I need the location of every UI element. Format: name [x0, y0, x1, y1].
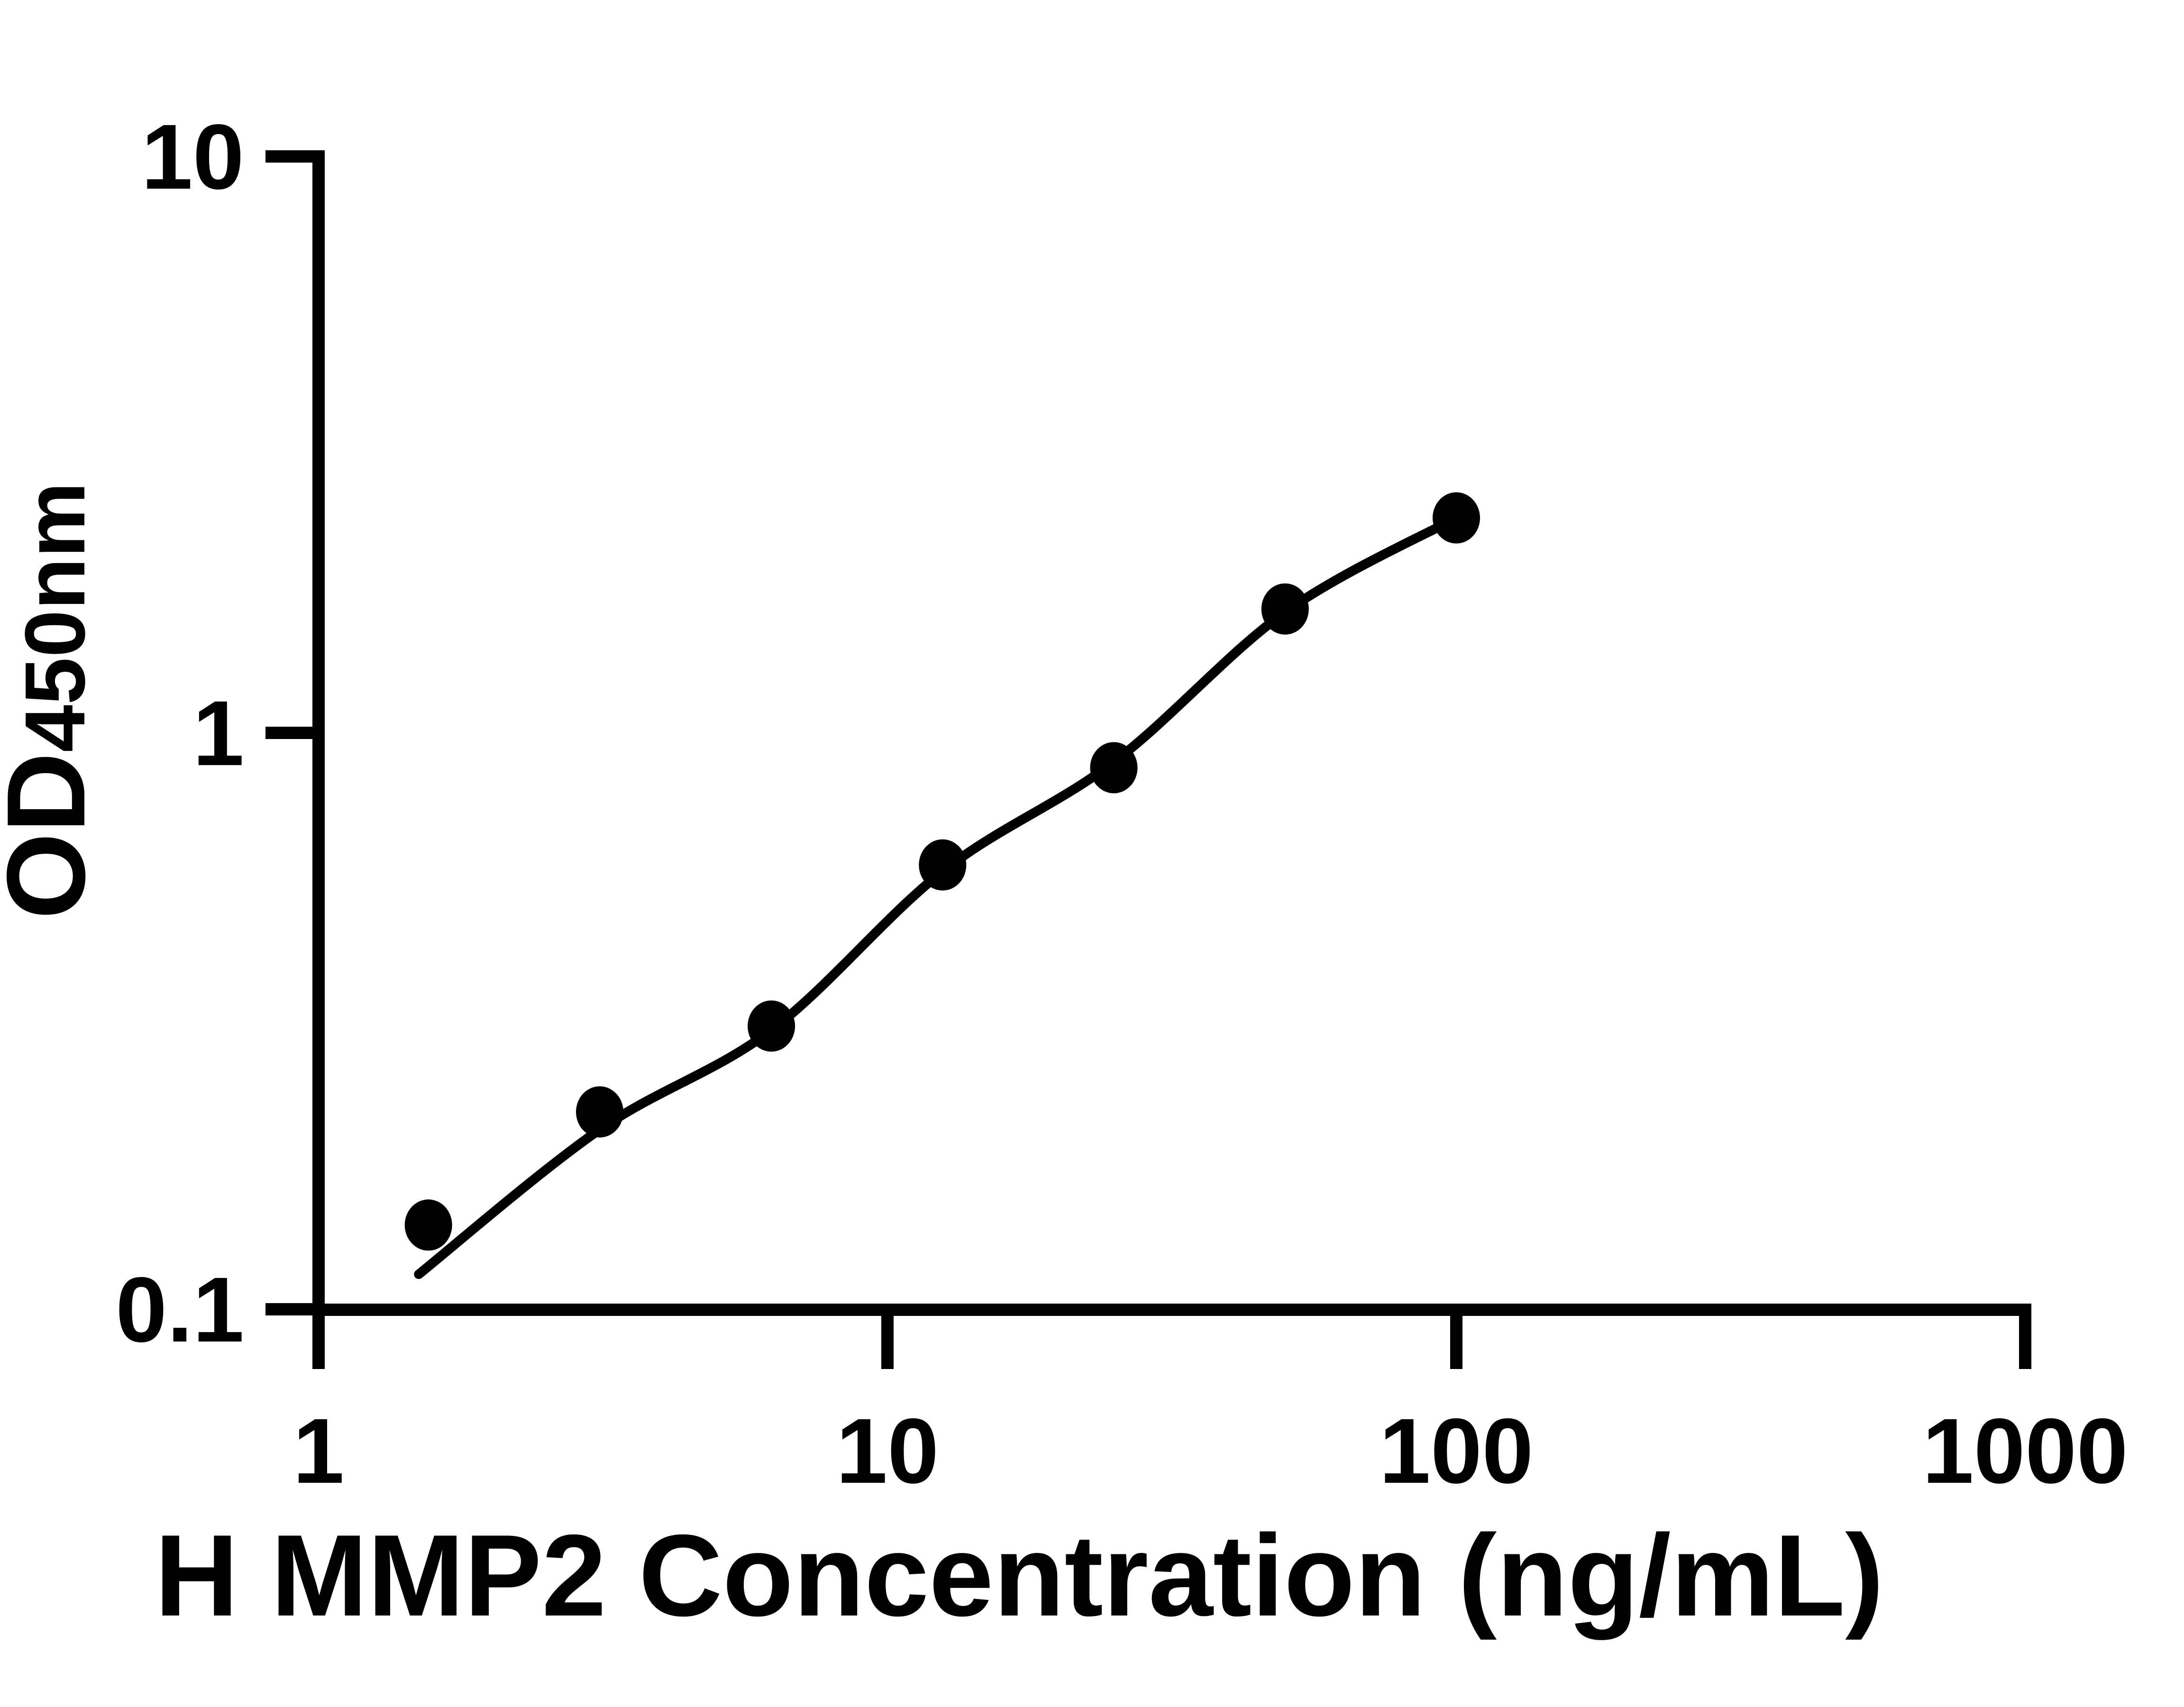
y-tick-label: 1: [193, 682, 244, 785]
y-axis-ticks: 10 1 0.1: [116, 105, 325, 1361]
x-axis-title: H MMP2 Concentration (ng/mL): [155, 1510, 1884, 1640]
data-point: [1433, 492, 1480, 544]
axes: [312, 150, 2031, 1316]
data-point: [1261, 583, 1309, 635]
fit-curve: [414, 513, 1461, 1279]
x-tick-label: 1000: [1922, 1399, 2128, 1503]
data-points: [404, 492, 1480, 1251]
fit-curve-line: [414, 513, 1461, 1279]
x-tick-label: 1: [293, 1399, 344, 1503]
x-axis-ticks: 1 10 100 1000: [293, 1316, 2128, 1503]
y-tick-label: 0.1: [116, 1258, 244, 1361]
data-point: [919, 839, 967, 891]
x-tick-label: 100: [1379, 1399, 1533, 1503]
data-point: [404, 1199, 452, 1251]
y-axis-title-subscript: 450nm: [8, 482, 103, 752]
y-axis-title: OD450nm: [0, 482, 108, 920]
data-point: [1090, 742, 1138, 794]
data-point: [748, 1000, 795, 1052]
y-tick-label: 10: [141, 105, 244, 209]
x-tick-label: 10: [836, 1399, 939, 1503]
data-point: [576, 1086, 623, 1138]
y-axis-title-main: OD: [0, 752, 108, 920]
